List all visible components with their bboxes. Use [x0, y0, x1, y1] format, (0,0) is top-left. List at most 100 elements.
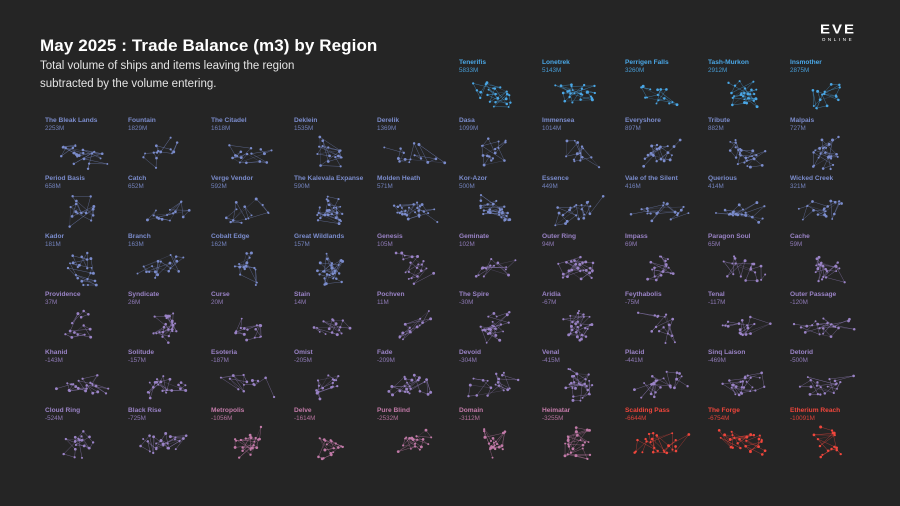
map-system-dot	[321, 145, 324, 148]
map-link	[325, 440, 334, 449]
map-system-dot	[504, 139, 507, 142]
map-link	[656, 211, 676, 214]
map-system-dot	[646, 96, 648, 99]
map-system-dot	[739, 380, 742, 383]
map-link	[835, 87, 840, 96]
map-system-dot	[646, 212, 649, 215]
map-system-dot	[498, 338, 502, 342]
map-system-dot	[752, 157, 756, 161]
map-link	[240, 274, 257, 283]
region-cell-dasa: Dasa 1099M	[459, 117, 541, 173]
map-system-dot	[334, 322, 338, 326]
map-system-dot	[650, 144, 654, 148]
map-system-dot	[758, 376, 761, 379]
map-system-dot	[96, 390, 100, 394]
map-system-dot	[835, 270, 838, 273]
map-link	[328, 157, 342, 162]
map-link	[488, 89, 507, 100]
map-link	[476, 390, 504, 396]
map-link	[399, 327, 410, 337]
map-system-dot	[666, 258, 669, 261]
region-map-khanid	[54, 374, 110, 395]
map-link	[169, 316, 177, 332]
map-system-dot	[568, 208, 571, 212]
map-link	[173, 142, 178, 152]
map-link	[81, 440, 90, 449]
map-system-dot	[570, 268, 574, 272]
map-system-dot	[736, 442, 739, 445]
map-link	[558, 263, 564, 275]
map-link	[745, 212, 753, 218]
map-system-dot	[87, 446, 91, 450]
map-system-dot	[764, 150, 767, 153]
map-system-dot	[588, 271, 592, 275]
map-system-dot	[659, 88, 663, 91]
map-link	[646, 97, 659, 101]
map-link	[754, 151, 766, 160]
region-name-querious: Querious	[708, 175, 737, 182]
map-link	[265, 377, 275, 398]
map-link	[71, 310, 84, 324]
map-system-dot	[832, 325, 835, 328]
map-system-dot	[245, 161, 248, 165]
map-system-dot	[569, 368, 572, 371]
map-link	[152, 265, 169, 272]
map-system-dot	[490, 258, 493, 261]
map-system-dot	[587, 373, 590, 376]
map-system-dot	[824, 210, 827, 213]
map-system-dot	[472, 82, 475, 85]
map-system-dot	[837, 326, 840, 330]
map-system-dot	[728, 149, 732, 152]
map-system-dot	[68, 329, 72, 333]
map-system-dot	[479, 206, 482, 210]
map-link	[480, 204, 488, 209]
map-system-dot	[585, 428, 589, 432]
map-system-dot	[564, 442, 567, 445]
map-system-dot	[649, 260, 653, 264]
map-link	[153, 436, 157, 448]
region-cell-etherium-reach: Etherium Reach -10091M	[790, 407, 872, 463]
map-link	[318, 212, 340, 224]
map-system-dot	[336, 446, 340, 449]
map-link	[569, 86, 572, 98]
map-system-dot	[501, 373, 504, 377]
map-system-dot	[325, 257, 329, 261]
map-system-dot	[819, 262, 822, 265]
map-system-dot	[88, 435, 91, 439]
map-link	[90, 258, 94, 274]
map-system-dot	[659, 273, 663, 277]
map-system-dot	[142, 156, 145, 159]
map-system-dot	[646, 209, 649, 212]
map-system-dot	[496, 443, 499, 445]
map-link	[720, 437, 741, 449]
map-link	[419, 391, 429, 395]
map-link	[398, 148, 401, 159]
map-link	[724, 434, 747, 438]
map-link	[660, 89, 670, 104]
map-link	[718, 430, 732, 448]
map-system-dot	[500, 444, 504, 448]
map-link	[656, 435, 664, 451]
map-link	[318, 375, 329, 392]
map-system-dot	[184, 388, 188, 392]
map-link	[667, 203, 676, 213]
map-link	[234, 439, 251, 449]
map-system-dot	[167, 328, 170, 331]
map-system-dot	[798, 385, 801, 388]
map-system-dot	[427, 443, 430, 446]
map-link	[56, 384, 72, 389]
map-link	[656, 435, 669, 446]
map-link	[831, 201, 840, 220]
map-system-dot	[811, 324, 814, 327]
map-system-dot	[332, 447, 335, 450]
map-system-dot	[557, 211, 561, 215]
map-link	[482, 138, 489, 146]
map-link	[729, 142, 736, 151]
map-system-dot	[92, 205, 96, 208]
region-cell-molden-heath: Molden Heath 571M	[377, 175, 459, 231]
map-link	[654, 264, 667, 269]
map-link	[170, 435, 187, 437]
map-link	[235, 328, 245, 334]
map-link	[146, 262, 171, 273]
map-link	[142, 438, 157, 450]
